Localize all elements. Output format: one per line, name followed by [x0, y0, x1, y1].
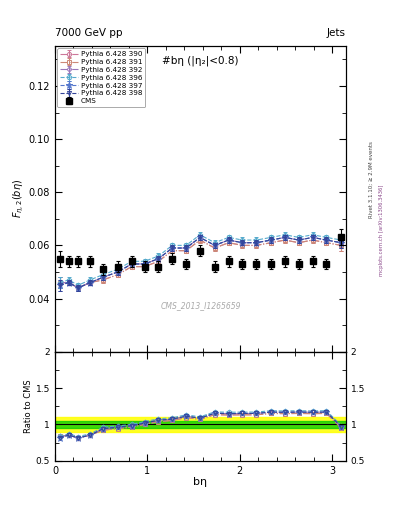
X-axis label: bη: bη: [193, 477, 208, 487]
Y-axis label: Ratio to CMS: Ratio to CMS: [24, 379, 33, 433]
Legend: Pythia 6.428 390, Pythia 6.428 391, Pythia 6.428 392, Pythia 6.428 396, Pythia 6: Pythia 6.428 390, Pythia 6.428 391, Pyth…: [57, 48, 145, 107]
Text: 7000 GeV pp: 7000 GeV pp: [55, 28, 123, 38]
Text: mcplots.cern.ch [arXiv:1306.3436]: mcplots.cern.ch [arXiv:1306.3436]: [379, 185, 384, 276]
Text: Rivet 3.1.10; ≥ 2.9M events: Rivet 3.1.10; ≥ 2.9M events: [369, 141, 374, 218]
Text: CMS_2013_I1265659: CMS_2013_I1265659: [160, 302, 241, 310]
Text: Jets: Jets: [327, 28, 346, 38]
Y-axis label: $F_{\eta,2}(b\eta)$: $F_{\eta,2}(b\eta)$: [11, 179, 26, 219]
Text: #bη (|η₂|<0.8): #bη (|η₂|<0.8): [162, 55, 239, 66]
